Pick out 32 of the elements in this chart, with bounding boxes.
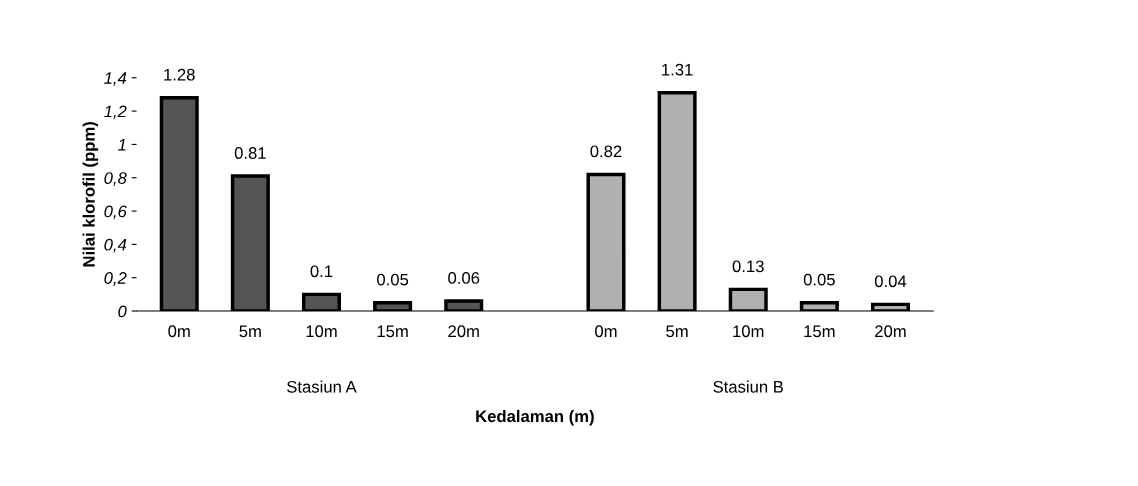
y-axis-title: Nilai klorofil (ppm) [82,122,99,267]
data-label: 0.05 [377,273,409,286]
x-tick-label: 0m [168,325,190,338]
y-tick-label: 0,4 [104,238,127,253]
x-tick-label: 20m [448,325,479,338]
x-tick-label: 20m [875,325,906,338]
text: Stasiun A [287,380,357,393]
data-label: 0.04 [874,275,907,288]
x-tick-label: 5m [239,325,261,338]
y-tick-label: 0,2 [104,272,127,286]
data-label: 0.1 [310,265,333,278]
x-tick-label: 0m [595,325,617,338]
y-tick-label: 1,2 [104,105,127,120]
x-tick-label: 15m [377,325,408,338]
x-tick-label: 15m [804,325,835,338]
data-label: 0.82 [590,145,622,158]
x-axis-title: Kedalaman (m) [476,409,594,426]
y-tick-label: 0,8 [104,172,127,186]
x-tick-label: 10m [733,325,764,338]
data-label: 0.81 [234,147,266,159]
data-label: 0.05 [803,273,835,286]
x-tick-label: 5m [666,325,688,338]
text: Stasiun B [713,380,784,393]
data-label: 0.06 [448,272,480,284]
x-tick-label: 10m [306,325,337,338]
data-label: 0.13 [732,260,764,273]
y-tick-label: 0 [118,305,127,318]
data-label: 1.28 [164,68,195,81]
y-tick-label: 1 [118,138,126,151]
y-tick-label: 0,6 [104,205,127,220]
data-label: 1.31 [662,63,693,76]
y-tick-label: 1,4 [104,72,127,86]
